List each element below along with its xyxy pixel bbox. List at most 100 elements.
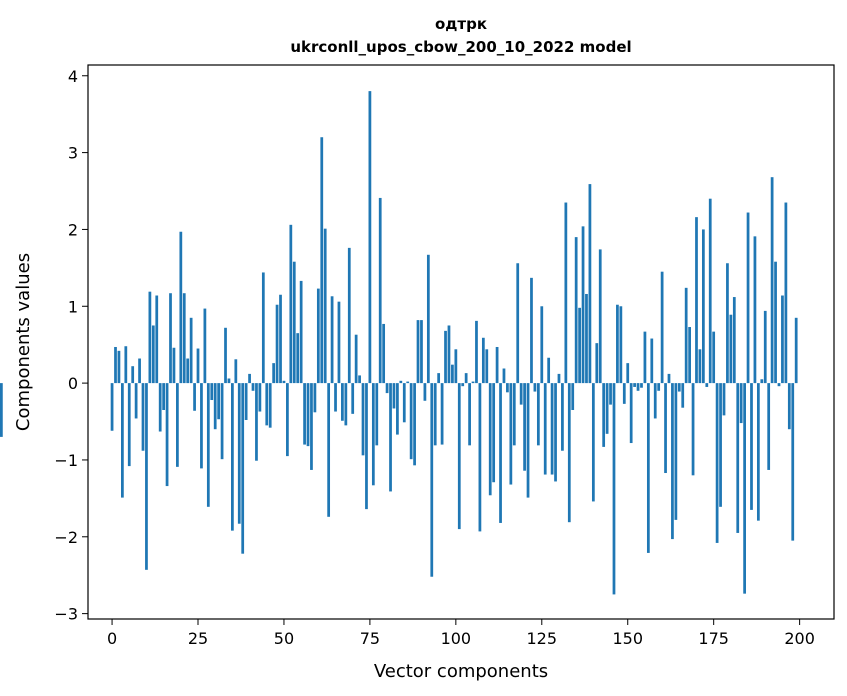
- bar: [316, 288, 320, 384]
- bar: [756, 383, 760, 521]
- bar: [574, 237, 578, 384]
- bar: [781, 295, 784, 384]
- bar: [193, 383, 196, 411]
- bar: [499, 383, 502, 523]
- bar: [286, 383, 289, 457]
- bar: [585, 293, 588, 384]
- bar: [389, 383, 392, 492]
- bar: [732, 297, 736, 384]
- bar: [423, 383, 427, 401]
- x-tick-label: 50: [274, 629, 294, 648]
- bar: [282, 380, 286, 384]
- y-tick-label: 1: [68, 297, 78, 316]
- bar: [478, 383, 482, 532]
- bar: [145, 383, 148, 570]
- bar: [605, 383, 609, 434]
- bar: [791, 383, 795, 541]
- bar: [671, 383, 674, 540]
- bar: [330, 296, 334, 384]
- bar: [268, 383, 272, 428]
- bar: [114, 346, 117, 384]
- bar: [640, 383, 643, 388]
- bar: [468, 383, 471, 446]
- bar: [712, 331, 716, 384]
- bar: [237, 383, 241, 524]
- bar: [402, 383, 406, 423]
- x-tick-label: 100: [441, 629, 472, 648]
- y-tick-label: 2: [68, 220, 78, 239]
- bar: [722, 383, 726, 416]
- bar: [365, 383, 368, 510]
- bar: [121, 383, 124, 498]
- bar: [612, 383, 616, 595]
- bar: [485, 349, 489, 384]
- bar: [327, 383, 331, 517]
- bar: [750, 383, 753, 510]
- bar: [674, 383, 678, 520]
- bar: [399, 380, 403, 384]
- bar: [533, 383, 537, 392]
- bar: [437, 373, 441, 384]
- bar: [760, 379, 764, 384]
- bar: [664, 383, 667, 474]
- bar: [550, 383, 554, 475]
- bar: [127, 383, 131, 467]
- bar: [378, 197, 382, 384]
- bar: [753, 236, 757, 384]
- bar: [337, 301, 341, 384]
- x-axis-label: Vector components: [374, 661, 548, 682]
- bar: [196, 348, 200, 384]
- bar: [213, 383, 217, 430]
- bar: [561, 383, 564, 451]
- bar: [591, 383, 595, 502]
- bar: [677, 383, 681, 392]
- bar: [475, 320, 478, 384]
- bar: [162, 383, 166, 410]
- bar: [430, 383, 434, 577]
- bar: [457, 383, 461, 530]
- x-tick-label: 200: [784, 629, 815, 648]
- bar: [169, 293, 172, 384]
- bar: [512, 383, 516, 446]
- bar: [770, 177, 774, 384]
- bar: [746, 212, 750, 384]
- bar: [310, 383, 313, 470]
- bar: [210, 383, 214, 401]
- bar: [609, 383, 612, 405]
- bar: [595, 343, 599, 384]
- bar: [413, 383, 416, 466]
- bar: [629, 383, 633, 444]
- bar: [598, 249, 602, 384]
- bar: [578, 307, 581, 384]
- bar: [323, 228, 327, 384]
- bar: [155, 295, 159, 384]
- bar: [117, 350, 121, 384]
- bar: [296, 333, 300, 384]
- bar: [581, 226, 585, 384]
- bar: [371, 383, 375, 486]
- bar: [182, 293, 186, 384]
- bar: [416, 320, 420, 384]
- bar: [158, 383, 162, 432]
- bar: [241, 383, 245, 554]
- y-tick-label: −3: [54, 605, 78, 624]
- bar: [736, 383, 740, 533]
- bar: [667, 373, 671, 384]
- bar: [131, 366, 135, 384]
- bar: [488, 383, 492, 496]
- bar: [203, 308, 207, 384]
- bar: [358, 375, 361, 384]
- bar: [729, 314, 733, 384]
- bar: [299, 280, 303, 384]
- bar: [0, 383, 3, 437]
- bar: [774, 261, 777, 384]
- bar: [392, 383, 396, 409]
- bar: [248, 373, 251, 384]
- bar: [265, 383, 269, 426]
- chart-title: одтрк: [435, 15, 487, 33]
- bar: [138, 358, 141, 384]
- bar: [492, 383, 496, 483]
- bar: [688, 327, 691, 384]
- bar: [406, 381, 410, 384]
- bar: [385, 383, 389, 394]
